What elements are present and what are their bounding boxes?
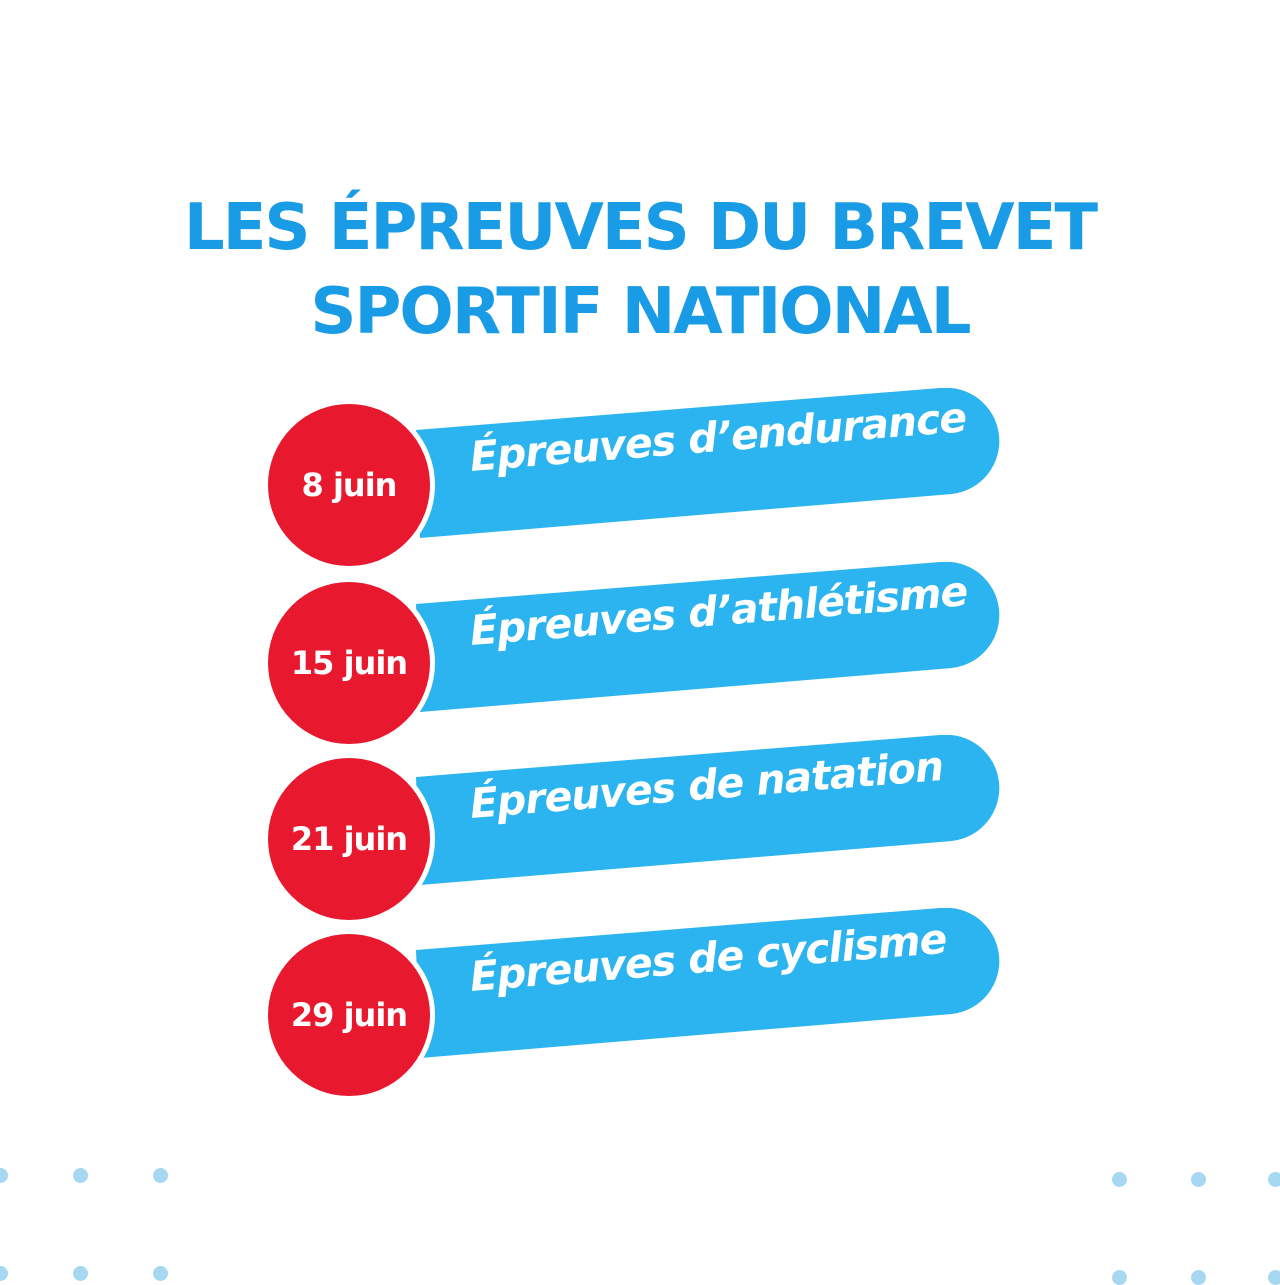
date-badge: 15 juin: [263, 577, 435, 749]
date-badge: 8 juin: [263, 399, 435, 571]
date-badge: 29 juin: [263, 929, 435, 1101]
event-item: Épreuves de natation 21 juin: [0, 735, 1280, 925]
title-line-2: SPORTIF NATIONAL: [310, 275, 971, 349]
date-text: 15 juin: [290, 644, 408, 682]
event-item: Épreuves de cyclisme 29 juin: [0, 908, 1280, 1101]
date-text: 21 juin: [290, 820, 408, 858]
date-badge: 21 juin: [263, 753, 435, 925]
event-item: Épreuves d’athlétisme 15 juin: [0, 562, 1280, 749]
page-title: LES ÉPREUVES DU BREVET SPORTIF NATIONAL: [0, 186, 1280, 354]
title-line-1: LES ÉPREUVES DU BREVET: [183, 191, 1098, 265]
date-text: 8 juin: [301, 466, 398, 504]
date-text: 29 juin: [290, 996, 408, 1034]
event-item: Épreuves d’endurance 8 juin: [0, 388, 1280, 571]
